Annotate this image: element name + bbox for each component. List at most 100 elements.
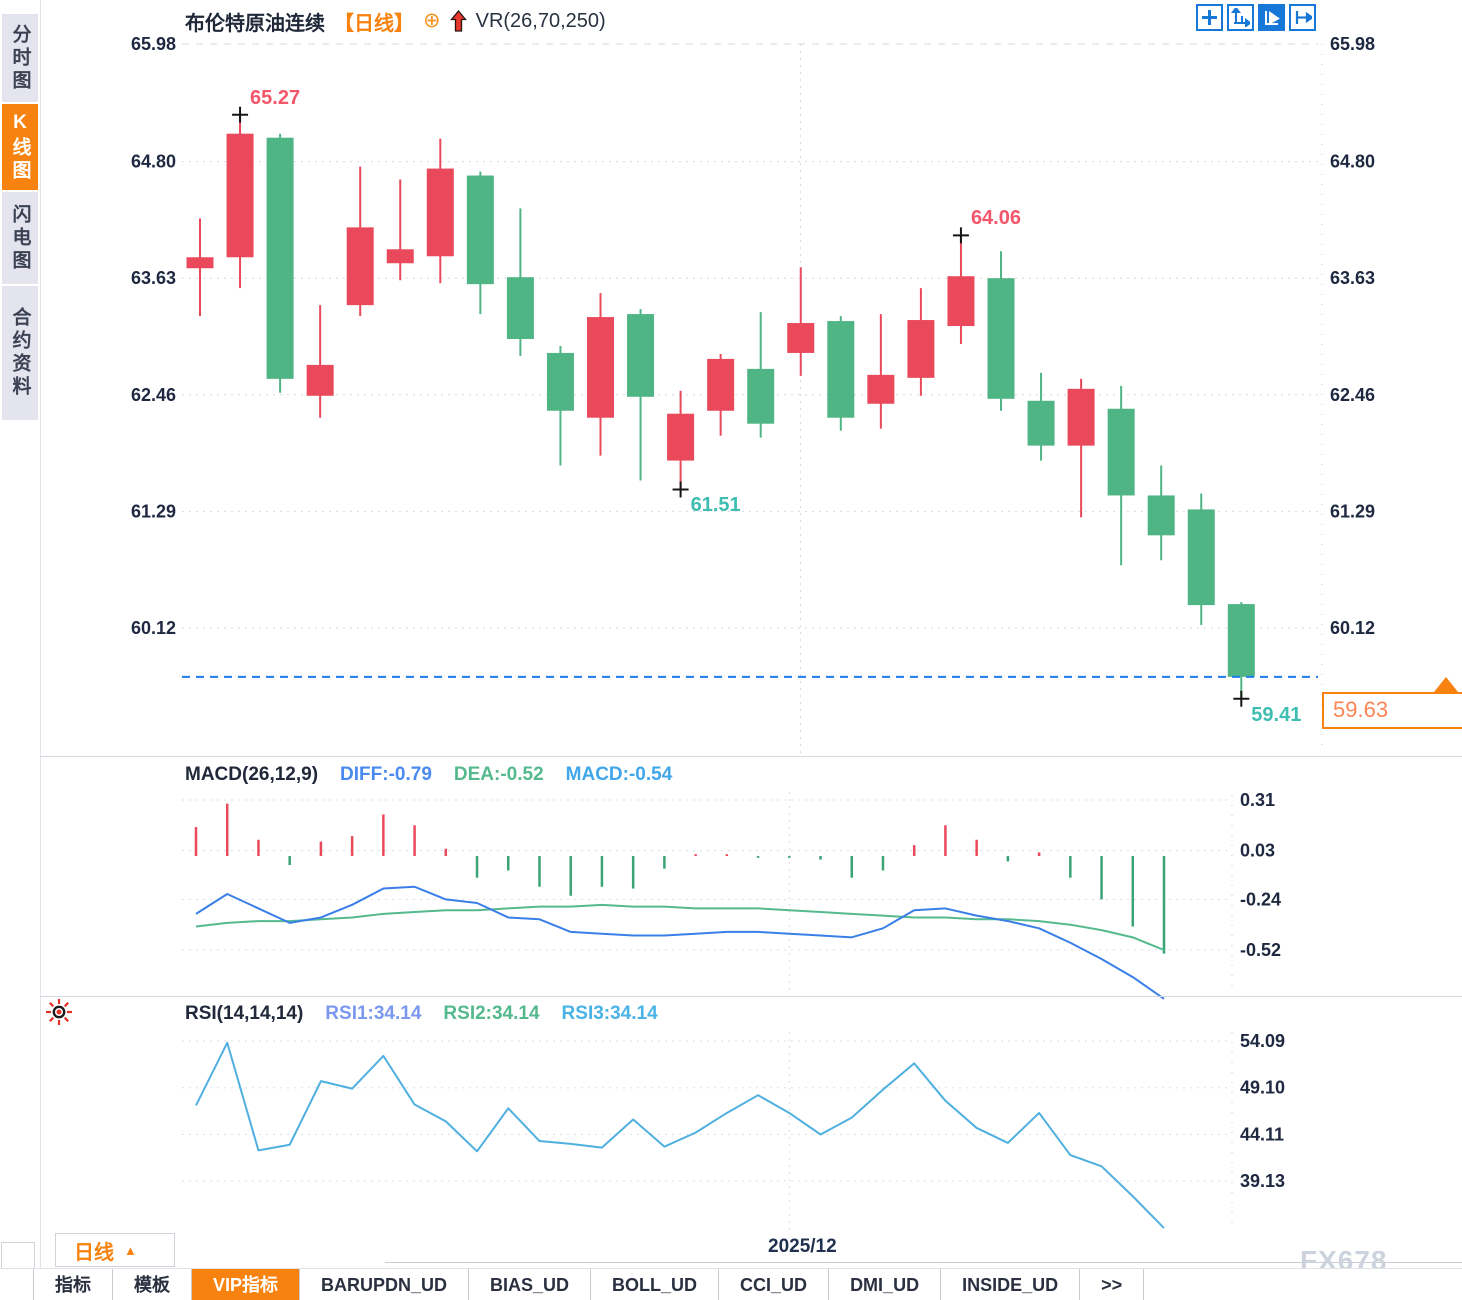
price-axis-label-right: 61.29 — [1330, 501, 1375, 521]
macd-diff-line — [195, 885, 1165, 1000]
sidebar: 分时图 K线图 闪电图 合约资料 — [0, 0, 41, 1300]
price-axis-label-right: 62.46 — [1330, 385, 1375, 405]
tab-indicators[interactable]: 指标 — [34, 1269, 113, 1300]
candle-body — [667, 413, 695, 461]
candle-body — [1227, 604, 1255, 677]
sidebar-tab-kline-chart[interactable]: K线图 — [2, 104, 38, 190]
sidebar-tab-flash-chart[interactable]: 闪电图 — [2, 192, 38, 284]
tab-vip-indicators[interactable]: VIP指标 — [192, 1269, 301, 1300]
candle-body — [266, 137, 294, 379]
candle-body — [1147, 495, 1175, 536]
price-axis-label-left: 61.29 — [131, 501, 176, 521]
candle-body — [747, 368, 775, 424]
macd-dea-readout: DEA:-0.52 — [453, 764, 544, 785]
tab-more[interactable]: >> — [1080, 1269, 1145, 1300]
tab-spacer — [0, 1269, 34, 1300]
current-price-badge: 59.63 — [1322, 692, 1462, 729]
indicator-tab-bar: 指标 模板 VIP指标 BARUPDN_UD BIAS_UD BOLL_UD C… — [0, 1268, 1462, 1300]
timeframe-selector-button[interactable]: 日线 ▲ — [55, 1233, 175, 1267]
price-axis-label-left: 63.63 — [131, 268, 176, 288]
macd-value-readout: MACD:-0.54 — [565, 764, 673, 785]
candle-body — [987, 278, 1015, 399]
rsi-title[interactable]: RSI(14,14,14) — [185, 1003, 304, 1024]
rsi-axis-label: 54.09 — [1240, 1031, 1285, 1051]
rsi-axis-label: 39.13 — [1240, 1171, 1285, 1191]
macd-header: MACD(26,12,9) DIFF:-0.79 DEA:-0.52 MACD:… — [185, 764, 672, 786]
tab-templates[interactable]: 模板 — [113, 1269, 192, 1300]
candle-body — [426, 168, 454, 257]
tab-cci-ud[interactable]: CCI_UD — [719, 1269, 830, 1300]
panel-separator[interactable] — [40, 756, 1462, 757]
macd-dea-line — [195, 903, 1165, 951]
sidebar-tab-contract-info[interactable]: 合约资料 — [2, 286, 38, 420]
candle-body — [306, 364, 334, 396]
candle-body — [386, 249, 414, 264]
candle-body — [787, 323, 815, 353]
candle-body — [226, 133, 254, 258]
tab-boll-ud[interactable]: BOLL_UD — [591, 1269, 720, 1300]
rsi-axis-label: 44.11 — [1240, 1124, 1284, 1144]
rsi-header: RSI(14,14,14) RSI1:34.14 RSI2:34.14 RSI3… — [185, 1003, 658, 1025]
price-axis-label-left: 60.12 — [131, 618, 176, 638]
symbol-title: 布伦特原油连续 — [185, 12, 325, 35]
circle-plus-icon[interactable]: ⊕ — [423, 9, 441, 32]
pointer-mode-icon[interactable] — [1258, 4, 1285, 31]
x-axis-month-label: 2025/12 — [768, 1236, 837, 1257]
x-axis-line — [385, 1262, 1462, 1263]
candle-body — [1187, 509, 1215, 606]
price-axis-label-left: 65.98 — [131, 34, 176, 54]
chart-header: 布伦特原油连续 【日线】 ⊕ VR(26,70,250) — [185, 6, 606, 36]
price-pointer-stem — [1443, 688, 1449, 693]
candle-body — [1027, 400, 1055, 446]
candle-body — [627, 314, 655, 397]
chevron-up-icon: ▲ — [124, 1242, 137, 1258]
macd-title[interactable]: MACD(26,12,9) — [185, 764, 319, 785]
candle-body — [546, 352, 574, 411]
tab-dmi-ud[interactable]: DMI_UD — [829, 1269, 942, 1300]
rsi1-readout: RSI1:34.14 — [325, 1003, 422, 1024]
candle-body — [947, 276, 975, 327]
price-axis-label-right: 63.63 — [1330, 268, 1375, 288]
price-axis-label-right: 64.80 — [1330, 152, 1375, 172]
rsi-axis-label: 49.10 — [1240, 1078, 1285, 1098]
panel-separator[interactable] — [40, 996, 1462, 997]
candle-body — [346, 227, 374, 306]
vr-indicator-label[interactable]: VR(26,70,250) — [475, 9, 606, 32]
rsi2-readout: RSI2:34.14 — [443, 1003, 540, 1024]
pan-right-icon[interactable] — [1289, 4, 1316, 31]
price-axis-label-right: 60.12 — [1330, 618, 1375, 638]
sidebar-tab-time-chart[interactable]: 分时图 — [2, 14, 38, 102]
price-axis-label-left: 62.46 — [131, 385, 176, 405]
candle-body — [186, 257, 214, 269]
crosshair-move-icon[interactable] — [1196, 4, 1223, 31]
tab-inside-ud[interactable]: INSIDE_UD — [941, 1269, 1081, 1300]
candle-body — [587, 317, 614, 418]
tab-bias-ud[interactable]: BIAS_UD — [469, 1269, 592, 1300]
candle-body — [506, 277, 534, 339]
timeframe-tag[interactable]: 【日线】 — [334, 12, 414, 35]
timeframe-selector-label: 日线 — [74, 1241, 114, 1264]
candle-body — [907, 320, 935, 378]
macd-axis-label: 0.31 — [1240, 790, 1275, 810]
candle-body — [827, 321, 855, 418]
price-pointer-icon — [1434, 677, 1458, 692]
candle-body — [1067, 388, 1095, 446]
macd-axis-label: -0.24 — [1240, 889, 1281, 909]
candle-body — [867, 374, 895, 404]
candle-body — [1107, 408, 1135, 496]
rsi-line — [195, 1041, 1165, 1229]
macd-axis-label: -0.52 — [1240, 940, 1281, 960]
axes-scale-icon[interactable] — [1227, 4, 1254, 31]
chart-toolbar — [1196, 4, 1316, 31]
candle-body — [707, 358, 735, 411]
red-up-arrow-icon — [449, 10, 467, 32]
candle-body — [466, 175, 494, 285]
macd-axis-label: 0.03 — [1240, 841, 1275, 861]
rsi3-readout: RSI3:34.14 — [561, 1003, 658, 1024]
price-axis-label-left: 64.80 — [131, 152, 176, 172]
macd-diff-readout: DIFF:-0.79 — [340, 764, 432, 785]
indicator-settings-sun-icon[interactable] — [44, 997, 74, 1027]
tab-barupdn-ud[interactable]: BARUPDN_UD — [300, 1269, 470, 1300]
